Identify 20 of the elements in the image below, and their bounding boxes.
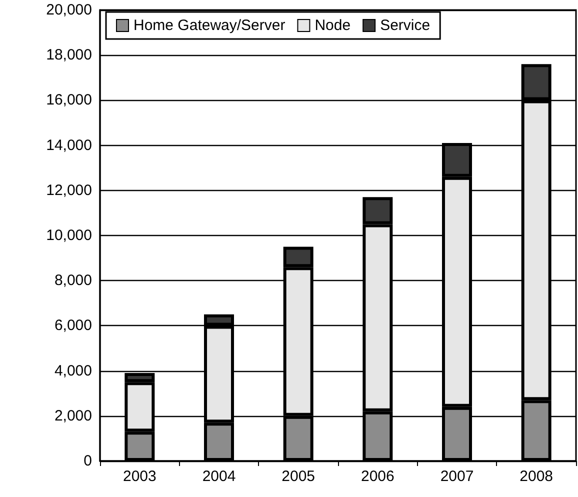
- y-tick-label: 6,000: [54, 317, 92, 334]
- y-tick-label: 12,000: [46, 182, 92, 199]
- legend-label: Service: [380, 17, 430, 34]
- x-tick-label: 2006: [360, 468, 394, 485]
- x-tick-label: 2007: [440, 468, 474, 485]
- y-tick-label: 0: [84, 452, 92, 470]
- legend-label: Node: [314, 17, 351, 34]
- y-tick-label: 4,000: [54, 362, 92, 380]
- y-tick-label: 14,000: [46, 136, 92, 154]
- x-tick-label: 2005: [282, 468, 316, 485]
- y-tick-label: 2,000: [54, 407, 92, 424]
- x-tick-label: 2004: [202, 468, 236, 485]
- y-tick-label: 18,000: [46, 46, 92, 64]
- x-tick-label: 2008: [520, 468, 554, 485]
- y-tick-label: 10,000: [46, 227, 92, 244]
- y-tick-label: 16,000: [46, 92, 92, 109]
- y-tick-label: 20,000: [46, 2, 92, 18]
- y-tick-label: 8,000: [54, 272, 92, 290]
- legend-label: Home Gateway/Server: [134, 17, 286, 34]
- x-tick-label: 2003: [122, 468, 156, 485]
